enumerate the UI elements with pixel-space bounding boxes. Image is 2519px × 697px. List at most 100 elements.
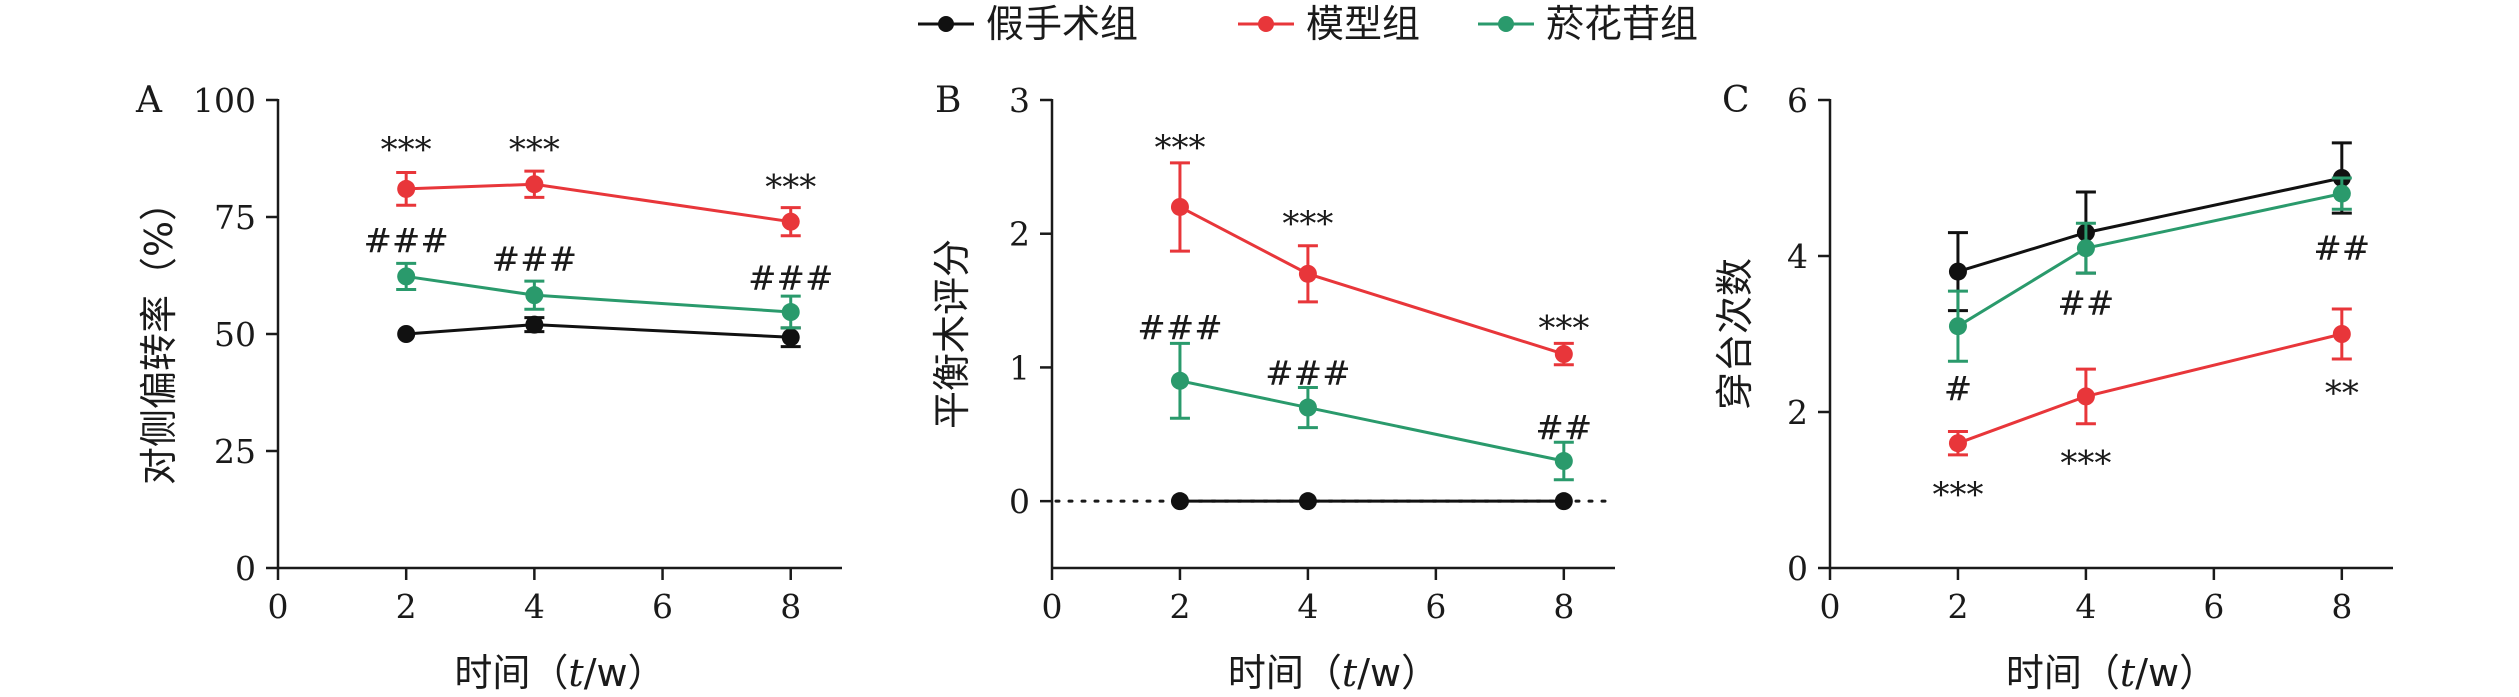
series-line (1957, 192, 2343, 328)
panel-label: B (935, 80, 961, 121)
y-tick-label: 4 (1787, 237, 1808, 276)
significance-annotation: ### (748, 259, 833, 299)
significance-annotation: # (1944, 370, 1973, 410)
x-tick-label: 8 (2331, 587, 2352, 626)
significance-annotation: *** (2060, 444, 2111, 484)
series-假手术组 (1170, 492, 1573, 511)
data-point (1298, 398, 1317, 417)
data-point (2332, 184, 2351, 203)
x-axis-label: 时间（t/w） (2006, 651, 2217, 695)
y-tick-label: 2 (1009, 215, 1030, 254)
y-tick-label: 0 (235, 549, 256, 588)
y-axis-label: 对侧偏转率（%） (137, 183, 181, 485)
x-tick-label: 2 (1947, 587, 1968, 626)
data-point (1948, 262, 1967, 281)
series-line (406, 323, 791, 339)
y-tick-label: 75 (214, 198, 256, 237)
data-point (1554, 345, 1573, 364)
chart-panel-a: 0 2 4 6 8 0 25 50 75 100 A 对侧偏转率（%） 时间（t/w） *** *** ***… (135, 80, 842, 695)
series-假手术组 (1947, 141, 2352, 313)
x-tick-label: 4 (524, 587, 545, 626)
significance-annotation: ** (2325, 374, 2359, 414)
series-line (1957, 176, 2343, 274)
series-line (405, 274, 791, 314)
significance-annotation: *** (381, 130, 432, 170)
data-point (525, 286, 544, 305)
significance-annotation: ### (363, 221, 448, 261)
series-模型组 (1169, 161, 1574, 367)
x-tick-label: 6 (2203, 587, 2224, 626)
series-菸花苷组 (1947, 176, 2352, 363)
series-模型组 (1947, 307, 2352, 457)
series-line (1179, 205, 1565, 356)
significance-annotation: *** (1538, 308, 1589, 348)
data-point (781, 212, 800, 231)
data-point (1170, 371, 1189, 390)
data-point (1170, 492, 1189, 511)
x-axis-label-pre: 时间（ (2006, 651, 2120, 695)
x-tick-label: 0 (1820, 587, 1841, 626)
x-axis-label-pre: 时间（ (1228, 651, 1342, 695)
x-axis-label: 时间（t/w） (454, 651, 665, 695)
y-tick-label: 0 (1787, 549, 1808, 588)
series-菸花苷组 (1169, 341, 1574, 482)
significance-annotation: ### (1137, 308, 1222, 348)
x-tick-label: 6 (652, 587, 673, 626)
data-point (781, 328, 800, 347)
legend-label: 模型组 (1306, 2, 1420, 46)
data-point (397, 267, 416, 286)
y-axis-label: 穿台次数 (1713, 258, 1757, 410)
series-line (406, 182, 791, 224)
series-line (1179, 379, 1565, 463)
data-point (781, 303, 800, 322)
x-tick-label: 0 (268, 587, 289, 626)
legend-item: 模型组 (1238, 2, 1420, 46)
data-point (525, 315, 544, 334)
legend-marker (938, 16, 954, 32)
legend: 假手术组 模型组 菸花苷组 (918, 2, 1698, 46)
x-tick-label: 8 (780, 587, 801, 626)
y-axis-label: 平衡木评分 (930, 239, 974, 429)
x-axis-label-post: /w） (584, 651, 666, 695)
series-菸花苷组 (396, 261, 801, 330)
y-tick-label: 0 (1009, 482, 1030, 521)
significance-annotation: ### (492, 240, 577, 280)
x-tick-label: 4 (2075, 587, 2096, 626)
panel-label: A (135, 80, 163, 121)
significance-annotation: ## (2313, 229, 2370, 269)
significance-annotation: ### (1265, 354, 1350, 394)
y-tick-label: 25 (214, 432, 256, 471)
legend-item: 假手术组 (918, 2, 1138, 46)
significance-annotation: *** (765, 168, 816, 208)
data-point (1298, 264, 1317, 283)
x-tick-label: 4 (1297, 587, 1318, 626)
significance-annotation: ## (1535, 409, 1592, 449)
series-模型组 (396, 169, 801, 238)
y-tick-label: 6 (1787, 81, 1808, 120)
legend-marker (1258, 16, 1274, 32)
data-point (1554, 452, 1573, 471)
data-point (525, 175, 544, 194)
x-axis-label-pre: 时间（ (454, 651, 568, 695)
significance-annotation: *** (1282, 204, 1333, 244)
significance-annotation: *** (1154, 128, 1205, 168)
x-axis-label-var: t (1342, 651, 1358, 695)
data-point (2076, 239, 2095, 258)
data-point (2076, 387, 2095, 406)
data-point (1554, 492, 1573, 511)
significance-annotation: *** (509, 130, 560, 170)
significance-annotation: ## (2057, 284, 2114, 324)
x-tick-label: 2 (396, 587, 417, 626)
x-tick-label: 2 (1169, 587, 1190, 626)
y-tick-label: 100 (193, 81, 256, 120)
x-axis-label-var: t (2120, 651, 2136, 695)
y-tick-label: 50 (214, 315, 256, 354)
legend-item: 菸花苷组 (1478, 2, 1698, 46)
x-axis-label-var: t (568, 651, 584, 695)
significance-annotation: *** (1932, 475, 1983, 515)
x-axis-label-post: /w） (2135, 651, 2217, 695)
series-line (1957, 332, 2343, 445)
